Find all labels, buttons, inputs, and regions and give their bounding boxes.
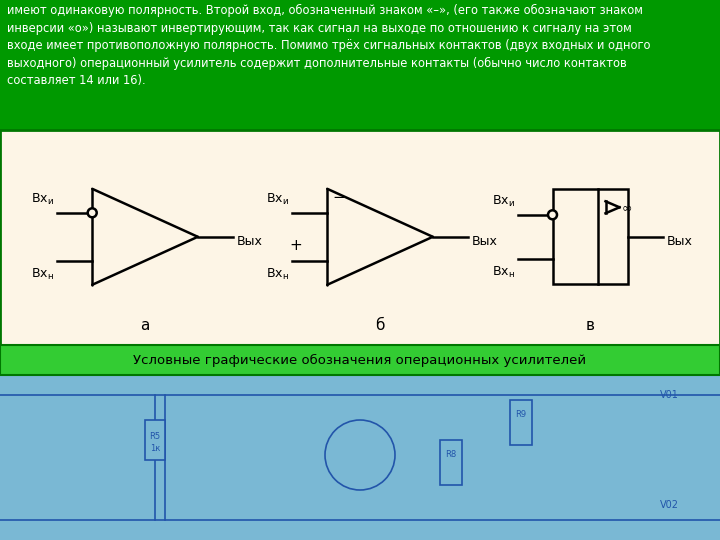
Text: Вх$_\mathsf{н}$: Вх$_\mathsf{н}$ xyxy=(31,267,54,282)
Text: Вх$_\mathsf{и}$: Вх$_\mathsf{и}$ xyxy=(492,194,515,209)
Text: R9: R9 xyxy=(516,410,526,419)
Text: а: а xyxy=(140,318,150,333)
Text: Вых: Вых xyxy=(472,235,498,248)
Circle shape xyxy=(548,210,557,219)
Text: в: в xyxy=(585,318,595,333)
Text: R8: R8 xyxy=(446,450,456,459)
Bar xyxy=(145,420,165,460)
Bar xyxy=(552,190,628,284)
FancyBboxPatch shape xyxy=(0,375,720,540)
Text: Вх$_\mathsf{н}$: Вх$_\mathsf{н}$ xyxy=(492,265,515,280)
FancyBboxPatch shape xyxy=(0,0,720,130)
Text: −: − xyxy=(332,190,345,205)
Text: Вх$_\mathsf{и}$: Вх$_\mathsf{и}$ xyxy=(31,192,54,207)
Text: Вх$_\mathsf{н}$: Вх$_\mathsf{н}$ xyxy=(266,267,289,282)
Text: имеют одинаковую полярность. Второй вход, обозначенный знаком «–», (его также об: имеют одинаковую полярность. Второй вход… xyxy=(7,4,650,87)
Text: R5: R5 xyxy=(150,432,161,441)
Circle shape xyxy=(325,420,395,490)
Text: Вх$_\mathsf{и}$: Вх$_\mathsf{и}$ xyxy=(266,192,289,207)
FancyBboxPatch shape xyxy=(0,345,720,375)
Text: V01: V01 xyxy=(660,390,679,400)
Text: 1к: 1к xyxy=(150,444,160,453)
Text: ∞: ∞ xyxy=(621,201,632,214)
Bar xyxy=(510,400,532,445)
Text: б: б xyxy=(375,318,384,333)
Circle shape xyxy=(88,208,96,217)
FancyBboxPatch shape xyxy=(0,130,720,345)
Text: Условные графические обозначения операционных усилителей: Условные графические обозначения операци… xyxy=(133,354,587,367)
Text: +: + xyxy=(289,238,302,253)
Text: V02: V02 xyxy=(660,500,679,510)
Text: Вых: Вых xyxy=(667,235,693,248)
Bar xyxy=(440,440,462,485)
Text: Вых: Вых xyxy=(237,235,263,248)
